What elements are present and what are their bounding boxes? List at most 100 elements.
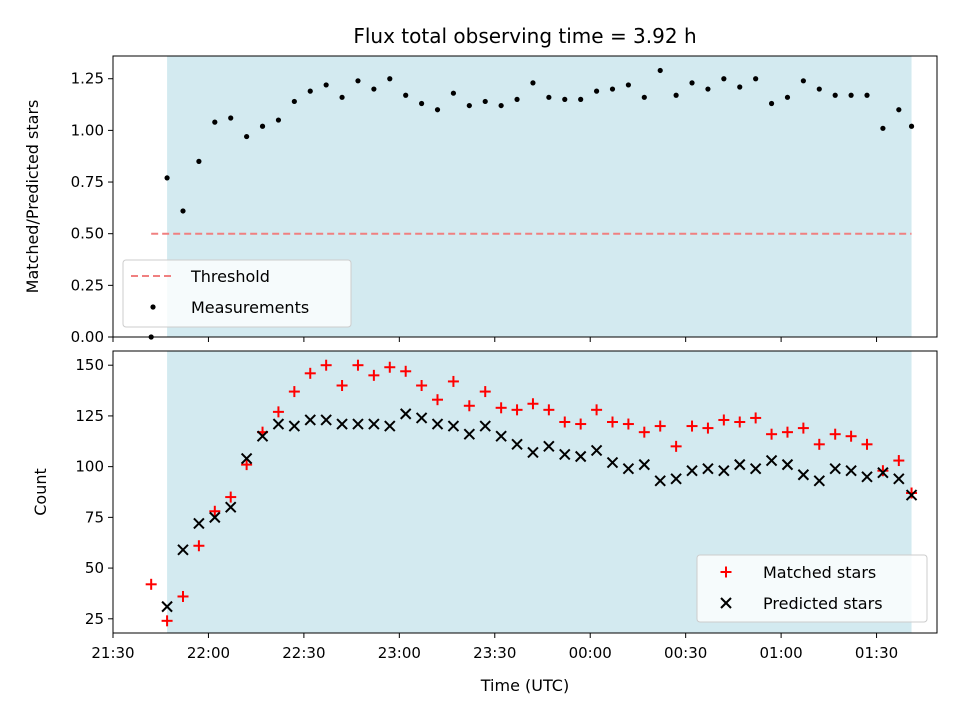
- predicted-star-point: [590, 444, 603, 457]
- predicted-star-point: [670, 473, 682, 485]
- matched-star-point: [591, 404, 603, 416]
- legend-matched-swatch: [720, 566, 732, 578]
- predicted-star-point: [606, 456, 619, 469]
- y-tick-label: 25: [85, 610, 104, 628]
- count-panel: 25 50 75 100 125 150 21:30 22:00 22:30 23:00 23:3…: [31, 350, 938, 695]
- predicted-star-point: [654, 475, 666, 487]
- predicted-star-point: [905, 489, 918, 501]
- measurement-point: [482, 98, 488, 105]
- ratio-panel: 0.00 0.25 0.50 0.75 1.00 1.25 Matched/Predict…: [23, 55, 938, 346]
- predicted-star-point: [861, 471, 873, 483]
- measurement-point: [593, 88, 600, 94]
- matched-star-point: [447, 375, 459, 387]
- predicted-star-point: [304, 414, 316, 426]
- measurement-point: [323, 82, 329, 88]
- matched-star-point: [241, 459, 253, 471]
- matched-star-point: [622, 418, 634, 430]
- count-y-ticks: 25 50 75 100 125 150: [75, 356, 113, 628]
- ratio-legend: Threshold Measurements: [122, 259, 352, 328]
- x-tick-label: 22:00: [187, 644, 230, 662]
- ratio-legend-box: [122, 259, 352, 328]
- measurement-point: [419, 100, 425, 107]
- measurement-point: [578, 96, 584, 102]
- measurement-point: [434, 107, 441, 113]
- predicted-star-point: [447, 420, 460, 432]
- y-tick-label: 100: [75, 458, 104, 476]
- y-tick-label: 0.00: [71, 328, 104, 346]
- measurement-point: [196, 158, 202, 164]
- predicted-star-point: [686, 464, 698, 477]
- measurement-point: [244, 133, 250, 140]
- predicted-star-point: [718, 464, 730, 477]
- measurement-point: [164, 175, 170, 181]
- measurement-point: [832, 92, 838, 98]
- measurement-point: [180, 208, 186, 214]
- measurement-point: [896, 107, 902, 113]
- predicted-star-point: [734, 458, 746, 471]
- matched-star-point: [368, 369, 380, 381]
- matched-star-point: [575, 418, 587, 430]
- measurement-point: [259, 123, 266, 129]
- count-x-ticks: 21:30 22:00 22:30 23:00 23:30 00:00 00:30 01:00…: [91, 633, 898, 662]
- predicted-star-point: [209, 511, 221, 524]
- matched-star-point: [304, 367, 316, 379]
- predicted-star-point: [415, 412, 428, 424]
- predicted-star-point: [574, 450, 587, 463]
- measurement-point: [291, 98, 297, 105]
- matched-star-point: [877, 465, 889, 477]
- matched-star-point: [495, 402, 507, 414]
- chart-title: Flux total observing time = 3.92 h: [353, 24, 696, 48]
- matched-star-point: [209, 505, 221, 517]
- predicted-star-point: [877, 467, 889, 479]
- measurement-point: [609, 86, 616, 92]
- matched-star-point: [829, 428, 841, 440]
- measurement-point: [228, 115, 234, 121]
- matched-star-point: [861, 438, 873, 450]
- count-legend-box: [696, 554, 928, 623]
- predicted-star-point: [797, 469, 810, 481]
- matched-star-point: [288, 386, 300, 398]
- matched-star-point: [654, 420, 666, 432]
- matched-star-point: [145, 578, 157, 590]
- ratio-plot-frame: [112, 55, 938, 338]
- matched-star-point: [463, 400, 475, 412]
- matched-star-point: [638, 426, 650, 438]
- measurement-point: [721, 76, 727, 82]
- x-tick-label: 22:30: [282, 644, 325, 662]
- matched-star-point: [479, 386, 491, 398]
- matched-star-point: [161, 615, 173, 627]
- measurement-point: [625, 82, 631, 88]
- matched-star-point: [670, 440, 682, 452]
- matched-star-point: [893, 455, 905, 467]
- predicted-star-point: [288, 420, 301, 432]
- matched-star-point: [352, 359, 364, 371]
- measurement-point: [848, 92, 854, 98]
- count-plot-frame: [112, 350, 938, 634]
- measurement-point: [562, 96, 568, 102]
- matched-star-point: [400, 365, 412, 377]
- predicted-star-point: [463, 428, 476, 440]
- predicted-star-point: [352, 418, 364, 430]
- x-tick-label: 23:30: [473, 644, 516, 662]
- matched-star-point: [766, 428, 778, 440]
- x-tick-label: 23:00: [378, 644, 421, 662]
- measurement-point: [403, 92, 409, 98]
- predicted-star-point: [765, 454, 778, 467]
- x-tick-label: 01:30: [855, 644, 898, 662]
- predicted-star-point: [495, 430, 507, 442]
- measurement-point: [908, 123, 915, 129]
- measurement-point: [466, 102, 472, 109]
- measurement-point: [514, 96, 520, 102]
- matched-star-point: [606, 416, 618, 428]
- y-tick-label: 1.25: [71, 70, 104, 88]
- matched-star-point: [384, 361, 396, 373]
- legend-x-mark: [720, 597, 732, 609]
- predicted-star-point: [384, 420, 396, 432]
- measurement-point: [880, 125, 886, 131]
- measurement-point: [355, 78, 361, 84]
- predicted-star-point: [431, 418, 444, 430]
- predicted-star-point: [320, 414, 332, 426]
- predicted-star-point: [559, 448, 571, 461]
- matched-star-point: [734, 416, 746, 428]
